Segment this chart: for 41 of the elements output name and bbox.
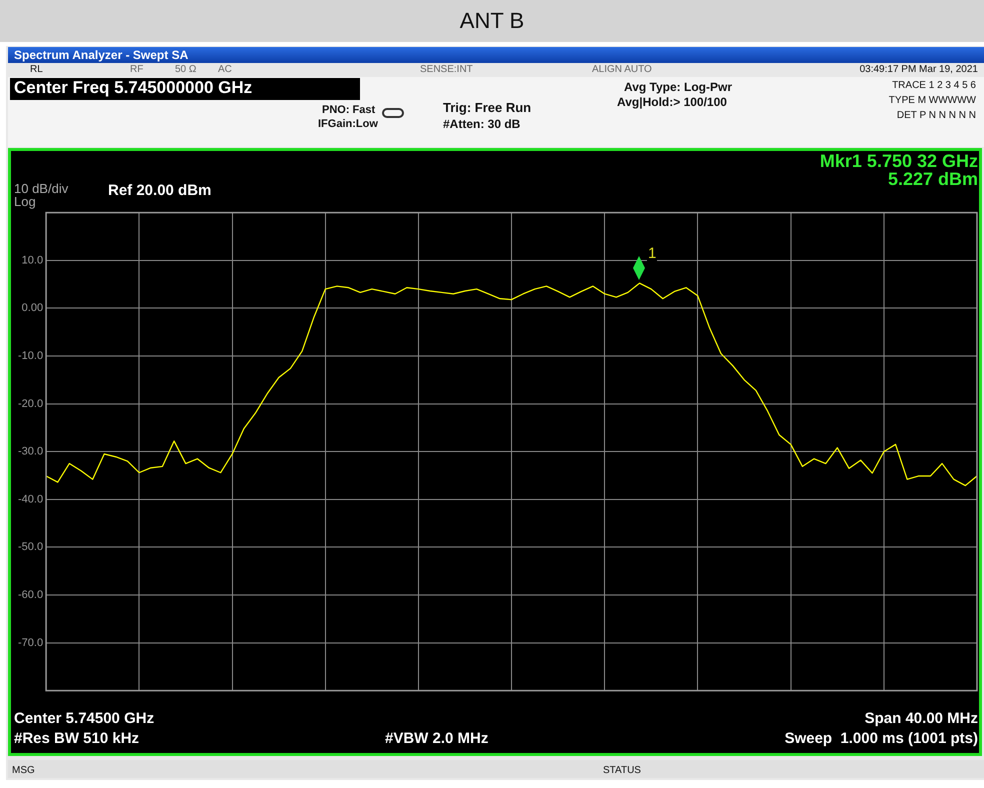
text: 5.227 dBm xyxy=(888,169,978,190)
text: RL xyxy=(30,64,43,75)
text: Mkr1 5.750 32 GHz xyxy=(820,151,978,172)
y-tick-label: -10.0 xyxy=(18,350,44,362)
annotation: 1 xyxy=(647,245,658,262)
y-tick-label: -20.0 xyxy=(18,398,44,410)
text: RF xyxy=(130,64,144,75)
text: Span 40.00 MHz xyxy=(864,710,978,727)
text: 10 dB/div xyxy=(14,181,68,196)
text: TYPE M WWWWW xyxy=(888,95,976,106)
text: #Res BW 510 kHz xyxy=(14,730,140,747)
text: 03:49:17 PM Mar 19, 2021 xyxy=(860,64,978,75)
y-tick-label: -30.0 xyxy=(18,446,44,458)
text: Avg Type: Log-Pwr xyxy=(624,80,732,94)
text: AC xyxy=(218,64,232,75)
text: Spectrum Analyzer - Swept SA xyxy=(14,48,188,62)
text: MSG xyxy=(12,765,35,776)
y-tick-label: -70.0 xyxy=(18,636,44,649)
y-tick-label: 10.0 xyxy=(22,254,44,266)
text: Trig: Free Run xyxy=(443,100,532,115)
text: IFGain:Low xyxy=(318,118,378,130)
text: SENSE:INT xyxy=(420,64,473,75)
y-tick-label: -40.0 xyxy=(18,493,44,506)
text: TRACE 1 2 3 4 5 6 xyxy=(892,80,976,91)
text: PNO: Fast xyxy=(322,104,376,116)
text: Avg|Hold:> 100/100 xyxy=(617,95,727,109)
text: STATUS xyxy=(603,765,641,776)
text: #VBW 2.0 MHz xyxy=(385,730,488,747)
chart-title: ANT B xyxy=(0,0,984,42)
text: ALIGN AUTO xyxy=(592,64,652,75)
text: Center Freq 5.745000000 GHz xyxy=(10,78,360,100)
text: #Atten: 30 dB xyxy=(443,117,520,131)
text: Sweep 1.000 ms (1001 pts) xyxy=(784,730,978,747)
y-tick-label: 0.00 xyxy=(22,302,44,314)
text: DET P N N N N N xyxy=(896,110,976,121)
y-tick-label: -60.0 xyxy=(18,589,44,602)
text: 50 Ω xyxy=(175,64,196,75)
text: Log xyxy=(14,194,36,209)
text: Ref 20.00 dBm xyxy=(108,182,212,199)
text: Center 5.74500 GHz xyxy=(14,710,154,727)
y-tick-label: -50.0 xyxy=(18,541,44,554)
